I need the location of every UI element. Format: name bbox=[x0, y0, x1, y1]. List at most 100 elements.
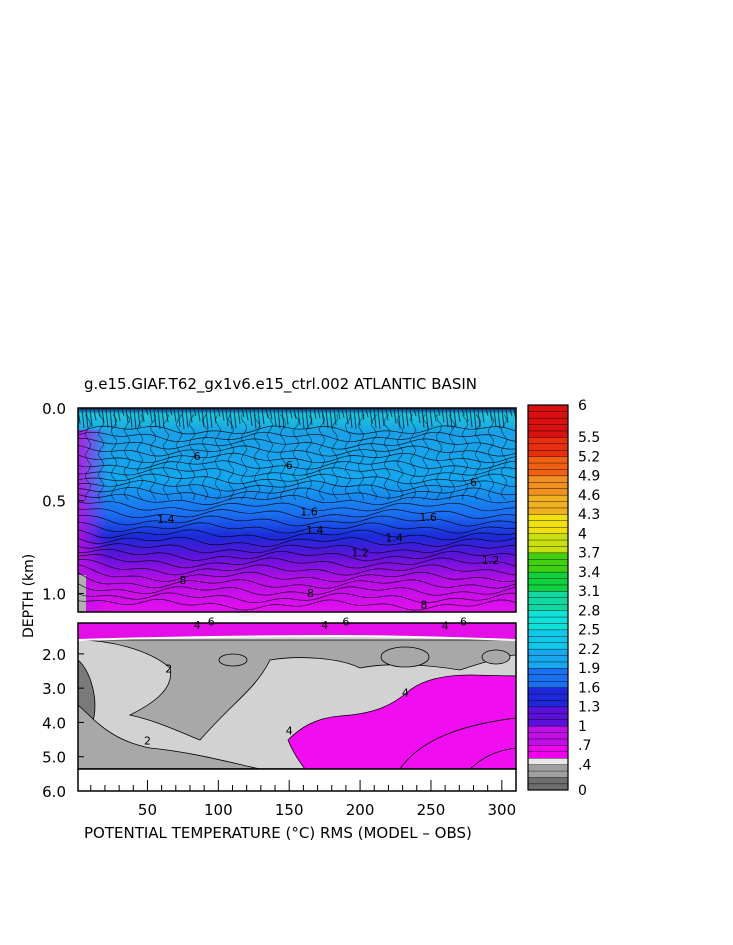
surface-noise bbox=[201, 408, 205, 427]
surface-noise bbox=[101, 408, 105, 424]
y-tick-label: 0.0 bbox=[42, 400, 66, 418]
contour-line bbox=[78, 493, 516, 520]
contour-label: 4 bbox=[194, 619, 201, 632]
colorbar-bin bbox=[527, 449, 569, 457]
contour-line bbox=[253, 414, 261, 501]
colorbar-tick-label: 6 bbox=[578, 398, 587, 414]
surface-noise bbox=[437, 408, 441, 416]
y-tick-label: 3.0 bbox=[42, 680, 66, 698]
surface-noise bbox=[457, 408, 461, 422]
contour-line bbox=[396, 414, 404, 501]
colorbar-tick-label: 4 bbox=[578, 526, 587, 542]
contour-label: 1.4 bbox=[157, 513, 175, 526]
colorbar-tick-label: 2.8 bbox=[578, 603, 600, 619]
surface-noise bbox=[269, 408, 273, 420]
surface-noise bbox=[173, 408, 177, 422]
contour-line bbox=[78, 554, 516, 583]
chart-title: g.e15.GIAF.T62_gx1v6.e15_ctrl.002 ATLANT… bbox=[84, 375, 477, 394]
colorbar-bin bbox=[527, 648, 569, 656]
x-tick-label: 100 bbox=[204, 801, 233, 819]
colorbar-tick-label: 1.3 bbox=[578, 700, 600, 716]
contour-label: 6 bbox=[286, 459, 293, 472]
lower-panel bbox=[78, 623, 516, 769]
lower-top-white-line bbox=[78, 634, 516, 641]
surface-noise bbox=[301, 408, 305, 429]
contour-label: 6 bbox=[194, 450, 201, 463]
surface-noise bbox=[473, 408, 477, 430]
contour-line bbox=[318, 414, 326, 501]
colorbar-bin bbox=[527, 590, 569, 598]
contour-line bbox=[227, 414, 235, 501]
surface-noise bbox=[149, 408, 153, 423]
contour-line bbox=[370, 414, 378, 501]
colorbar-tick-label: 1.9 bbox=[578, 661, 600, 677]
surface-noise bbox=[293, 408, 297, 420]
contour-line bbox=[422, 414, 430, 501]
surface-noise bbox=[89, 408, 93, 427]
surface-noise bbox=[81, 408, 85, 428]
colorbar-bin bbox=[527, 404, 569, 412]
colorbar-bin bbox=[527, 616, 569, 624]
surface-noise bbox=[465, 408, 469, 423]
region-mid-gray-bottom bbox=[78, 704, 261, 769]
surface-noise bbox=[481, 408, 485, 423]
surface-noise bbox=[189, 408, 193, 423]
contour-line bbox=[78, 501, 516, 527]
colorbar-bin bbox=[527, 693, 569, 701]
contour-line bbox=[435, 414, 443, 501]
surface-noise bbox=[169, 408, 173, 416]
surface-noise bbox=[241, 408, 245, 418]
contour-line bbox=[78, 572, 516, 604]
colorbar-bin bbox=[527, 680, 569, 688]
colorbar-bin bbox=[527, 571, 569, 579]
surface-noise bbox=[409, 408, 413, 421]
colorbar-bin bbox=[527, 411, 569, 419]
colorbar-tick-label: 3.7 bbox=[578, 546, 600, 562]
surface-noise bbox=[305, 408, 309, 429]
contour-line bbox=[78, 543, 516, 569]
contour-label: 2 bbox=[144, 735, 151, 748]
colorbar-bin bbox=[527, 744, 569, 752]
contour-line bbox=[448, 414, 456, 501]
colorbar-tick-label: .7 bbox=[578, 738, 591, 754]
colorbar-bin bbox=[527, 770, 569, 778]
colorbar-tick-label: 3.4 bbox=[578, 565, 600, 581]
colorbar-tick-label: 2.2 bbox=[578, 642, 600, 658]
colorbar-bin bbox=[527, 494, 569, 502]
surface-noise bbox=[289, 408, 293, 419]
magenta-inner-contour bbox=[399, 717, 516, 769]
surface-noise bbox=[141, 408, 145, 422]
surface-noise bbox=[509, 408, 513, 417]
surface-noise bbox=[501, 408, 505, 428]
contour-line bbox=[78, 598, 516, 612]
colorbar-tick-label: 5.2 bbox=[578, 449, 600, 465]
contour-line bbox=[461, 414, 469, 501]
contour-line bbox=[78, 536, 516, 562]
surface-noise bbox=[389, 408, 393, 417]
contour-line bbox=[279, 414, 287, 501]
y-tick-label: 5.0 bbox=[42, 749, 66, 767]
colorbar-tick-label: 4.9 bbox=[578, 469, 600, 485]
x-axis-label: POTENTIAL TEMPERATURE (°C) RMS (MODEL – … bbox=[84, 824, 472, 842]
colorbar-bin bbox=[527, 526, 569, 534]
colorbar-bin bbox=[527, 597, 569, 605]
contour-label: 4 bbox=[321, 619, 328, 632]
upper-panel-frame bbox=[77, 407, 517, 613]
surface-noise bbox=[185, 408, 189, 428]
surface-noise bbox=[93, 408, 97, 421]
surface-noise bbox=[341, 408, 345, 418]
contour-line bbox=[305, 414, 313, 501]
surface-noise-contours bbox=[78, 408, 516, 430]
colorbar-bin bbox=[527, 674, 569, 682]
contour-line bbox=[162, 414, 170, 501]
contour-label: 6 bbox=[208, 615, 215, 628]
upper-contour-lines bbox=[78, 414, 516, 612]
surface-noise bbox=[361, 408, 365, 420]
contour-line bbox=[188, 414, 196, 501]
colorbar-bin bbox=[527, 603, 569, 611]
surface-noise bbox=[493, 408, 497, 427]
surface-noise bbox=[357, 408, 361, 426]
contour-label: 1.4 bbox=[385, 532, 403, 545]
colorbar-bin bbox=[527, 533, 569, 541]
surface-noise bbox=[145, 408, 149, 416]
